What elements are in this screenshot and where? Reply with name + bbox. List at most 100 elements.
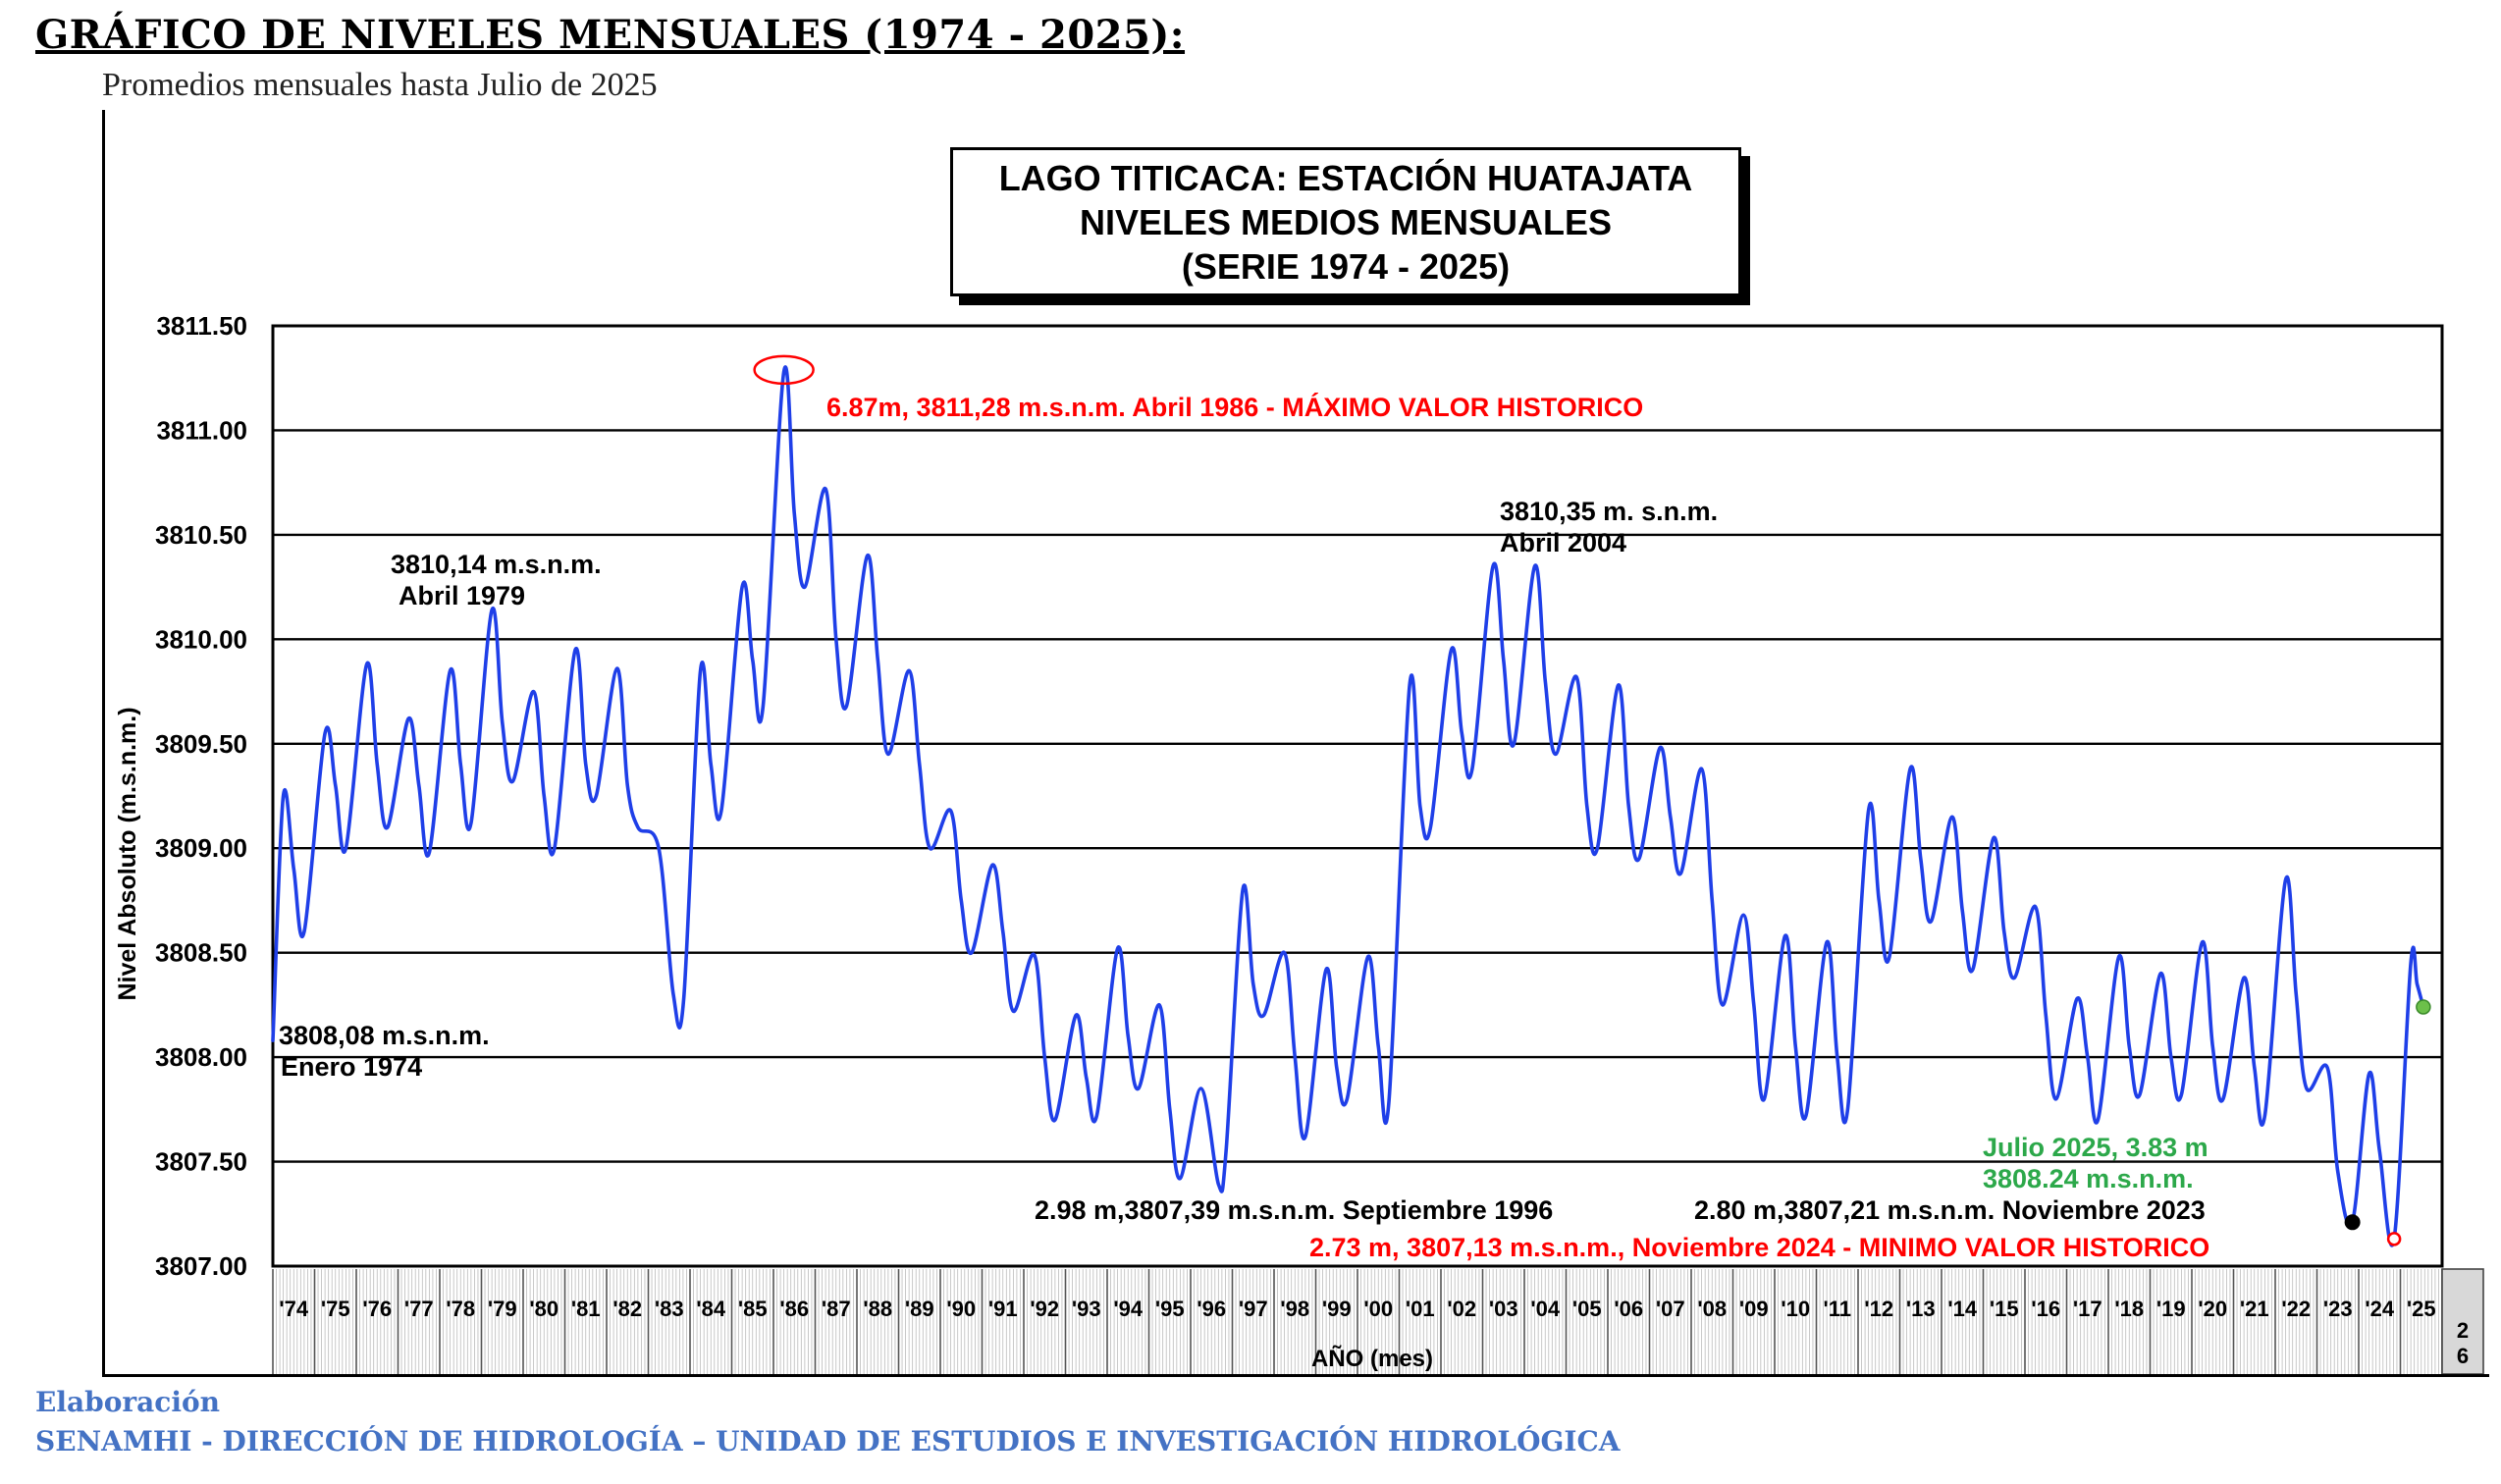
y-tick-label-3: 3808.50 <box>155 938 247 968</box>
y-tick-label-7: 3810.50 <box>155 520 247 550</box>
x-tick-label-50: '24 <box>2365 1297 2394 1321</box>
annotation-layer: 6.87m, 3811,28 m.s.n.m. Abril 1986 - MÁX… <box>279 392 2209 1262</box>
annotation-1979-value: 3810,14 m.s.n.m. <box>391 550 602 579</box>
x-tick-label-24: '98 <box>1280 1297 1309 1321</box>
x-tick-label-21: '95 <box>1155 1297 1185 1321</box>
x-tick-label-37: '11 <box>1824 1297 1852 1321</box>
x-tick-label-16: '90 <box>946 1297 976 1321</box>
x-tick-label-26: '00 <box>1363 1297 1393 1321</box>
max-marker <box>753 354 815 386</box>
x-tick-label-46: '20 <box>2198 1297 2227 1321</box>
x-tick-label-10: '84 <box>696 1297 725 1321</box>
x-tick-label-0: '74 <box>279 1297 308 1321</box>
y-tick-label-5: 3809.50 <box>155 729 247 759</box>
x-tick-label-27: '01 <box>1406 1297 1435 1321</box>
annotation-1979-date: Abril 1979 <box>399 581 525 610</box>
y-tick-label-8: 3811.00 <box>156 415 247 445</box>
min-2023-marker <box>2344 1214 2361 1231</box>
x-tick-label-32: '06 <box>1614 1297 1643 1321</box>
x-tick-label-20: '94 <box>1113 1297 1143 1321</box>
level-chart: 3807.00 3807.50 3808.00 3808.50 3809.00 3809.… <box>114 311 2484 1374</box>
plot-frame <box>271 324 2444 1268</box>
x-tick-label-6: '80 <box>529 1297 559 1321</box>
x-tick-label-49: '23 <box>2323 1297 2353 1321</box>
annotation-2004-value: 3810,35 m. s.n.m. <box>1500 497 1718 526</box>
x-tick-label-23: '97 <box>1239 1297 1268 1321</box>
x-tick-label-42: '16 <box>2031 1297 2060 1321</box>
x-tick-label-30: '04 <box>1530 1297 1560 1321</box>
y-tick-label-9: 3811.50 <box>156 311 247 341</box>
x-tick-label-35: '09 <box>1739 1297 1769 1321</box>
series-line <box>271 365 2425 1247</box>
x-tick-label-19: '93 <box>1072 1297 1101 1321</box>
y-tick-label-4: 3809.00 <box>155 833 247 863</box>
min-2024-marker <box>2386 1232 2402 1246</box>
x-tick-label-43: '17 <box>2073 1297 2102 1321</box>
x-tick-label-33: '07 <box>1656 1297 1685 1321</box>
trailing-year-band <box>2441 1268 2484 1374</box>
x-tick-label-4: '78 <box>446 1297 475 1321</box>
annotation-1974-value: 3808,08 m.s.n.m. <box>279 1021 490 1050</box>
x-axis-ticks: '74 '75 '76 '77 '78 '79 '80 '81 '82 '83 '84 '85 '86 '… <box>272 1268 2484 1374</box>
chart-title-line-1: LAGO TITICACA: ESTACIÓN HUATAJATA <box>998 157 1693 198</box>
y-axis-ticks: 3807.00 3807.50 3808.00 3808.50 3809.00 3809.… <box>155 311 247 1281</box>
chart-title-line-3: (SERIE 1974 - 2025) <box>1181 245 1511 287</box>
credit-label: Elaboración <box>35 1386 220 1418</box>
x-tick-label-47: '21 <box>2240 1297 2269 1321</box>
x-tick-label-51: '25 <box>2407 1297 2436 1321</box>
annotation-1996-low: 2.98 m,3807,39 m.s.n.m. Septiembre 1996 <box>1035 1195 1553 1225</box>
x-tick-label-41: '15 <box>1990 1297 2019 1321</box>
annotation-current-date: Julio 2025, 3.83 m <box>1983 1133 2208 1162</box>
x-tick-label-25: '99 <box>1322 1297 1352 1321</box>
x-tick-label-3: '77 <box>404 1297 434 1321</box>
annotation-current-value: 3808.24 m.s.n.m. <box>1983 1164 2194 1193</box>
annotation-1974-date: Enero 1974 <box>281 1052 422 1082</box>
y-tick-label-2: 3808.00 <box>155 1042 247 1072</box>
frame-bottom-rule <box>102 1374 2489 1377</box>
x-tick-label-38: '12 <box>1864 1297 1893 1321</box>
frame-left-rule <box>102 110 105 1376</box>
x-tick-label-8: '82 <box>612 1297 642 1321</box>
credit-org: SENAMHI - DIRECCIÓN DE HIDROLOGÍA – UNID… <box>35 1425 1621 1458</box>
x-tick-label-40: '14 <box>1947 1297 1977 1321</box>
marker-layer <box>753 354 2431 1246</box>
annotation-2023-low: 2.80 m,3807,21 m.s.n.m. Noviembre 2023 <box>1694 1195 2206 1225</box>
x-tick-label-7: '81 <box>571 1297 601 1321</box>
x-tick-label-17: '91 <box>988 1297 1018 1321</box>
page-title: GRÁFICO DE NIVELES MENSUALES (1974 - 202… <box>35 12 1186 58</box>
x-tick-label-11: '85 <box>738 1297 768 1321</box>
x-tick-label-22: '96 <box>1197 1297 1226 1321</box>
y-tick-label-0: 3807.00 <box>155 1251 247 1281</box>
x-tick-label-48: '22 <box>2281 1297 2311 1321</box>
x-tick-label-1: '75 <box>321 1297 350 1321</box>
chart-title-box: LAGO TITICACA: ESTACIÓN HUATAJATA NIVELE… <box>950 147 1741 296</box>
x-axis-label: AÑO (mes) <box>1311 1345 1433 1372</box>
chart-title-line-2: NIVELES MEDIOS MENSUALES <box>1079 201 1613 242</box>
x-tick-label-34: '08 <box>1697 1297 1727 1321</box>
annotation-min-2024: 2.73 m, 3807,13 m.s.n.m., Noviembre 2024… <box>1309 1233 2209 1262</box>
y-tick-label-6: 3810.00 <box>155 624 247 654</box>
x-tick-label-39: '13 <box>1906 1297 1936 1321</box>
x-tick-label-14: '88 <box>863 1297 892 1321</box>
x-tick-label-12: '86 <box>779 1297 809 1321</box>
y-axis-label: Nivel Absoluto (m.s.n.m.) <box>114 707 141 1000</box>
x-tick-label-29: '03 <box>1489 1297 1518 1321</box>
x-tick-label-2: '76 <box>362 1297 392 1321</box>
x-tick-label-5: '79 <box>488 1297 517 1321</box>
y-tick-label-1: 3807.50 <box>155 1147 247 1177</box>
annotation-max: 6.87m, 3811,28 m.s.n.m. Abril 1986 - MÁX… <box>826 392 1643 422</box>
x-tick-label-44: '18 <box>2114 1297 2144 1321</box>
x-tick-label-36: '10 <box>1781 1297 1810 1321</box>
grid-layer <box>271 324 2444 1268</box>
x-tick-label-18: '92 <box>1030 1297 1059 1321</box>
x-tick-label-15: '89 <box>905 1297 934 1321</box>
x-tick-label-31: '05 <box>1572 1297 1602 1321</box>
x-tick-label-45: '19 <box>2156 1297 2186 1321</box>
page-subtitle: Promedios mensuales hasta Julio de 2025 <box>102 67 658 103</box>
current-marker <box>2416 999 2431 1015</box>
annotation-2004-date: Abril 2004 <box>1500 528 1626 557</box>
x-tick-label-9: '83 <box>655 1297 684 1321</box>
x-tick-label-28: '02 <box>1447 1297 1476 1321</box>
x-tick-label-13: '87 <box>822 1297 851 1321</box>
